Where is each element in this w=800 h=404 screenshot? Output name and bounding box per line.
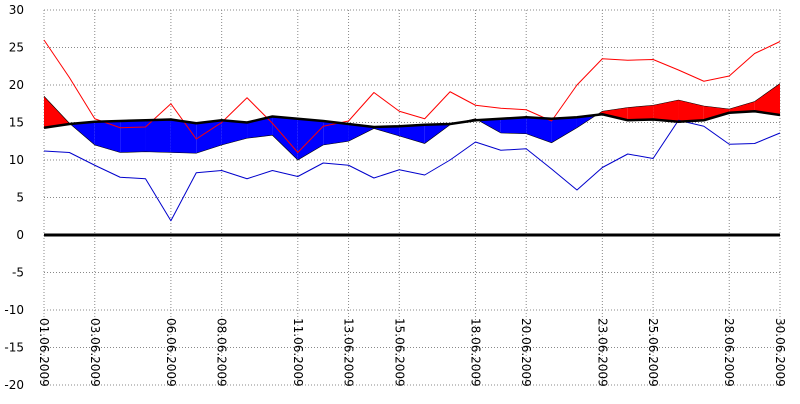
- y-tick-label: 30: [9, 3, 24, 17]
- area-below-normal: [145, 119, 171, 153]
- y-tick-label: 25: [9, 41, 24, 55]
- x-tick-label: 01.06.2009: [37, 318, 51, 387]
- area-below-normal: [526, 117, 552, 143]
- y-tick-label: 0: [16, 228, 24, 242]
- area-above-normal: [729, 101, 755, 113]
- deviation-areas: [43, 83, 781, 161]
- area-below-normal: [94, 121, 121, 153]
- area-below-normal: [348, 124, 374, 142]
- area-above-normal: [703, 106, 730, 121]
- area-above-normal: [44, 96, 70, 128]
- x-tick-label: 11.06.2009: [291, 318, 305, 387]
- mean-outline: [43, 83, 781, 161]
- area-above-normal: [627, 105, 654, 121]
- x-tick-label: 08.06.2009: [215, 318, 229, 387]
- x-tick-label: 23.06.2009: [595, 318, 609, 387]
- y-tick-label: -10: [4, 303, 24, 317]
- area-below-normal: [551, 117, 577, 143]
- x-tick-label: 15.06.2009: [392, 318, 406, 387]
- area-below-normal: [373, 126, 400, 136]
- grid: [43, 9, 781, 386]
- area-below-normal: [399, 124, 425, 144]
- y-tick-label: 15: [9, 116, 24, 130]
- x-tick-label: 03.06.2009: [88, 318, 102, 387]
- x-tick-label: 25.06.2009: [646, 318, 660, 387]
- x-tick-label: 30.06.2009: [773, 318, 787, 387]
- area-below-normal: [170, 119, 197, 154]
- area-above-normal: [754, 83, 780, 115]
- area-above-normal: [602, 107, 628, 121]
- max-temperature-line: [43, 39, 781, 153]
- x-tick-labels: 01.06.2009 03.06.2009 06.06.2009 08.06.2009…: [37, 318, 787, 387]
- area-below-normal: [500, 117, 527, 134]
- y-tick-label: -15: [4, 341, 24, 355]
- series-lines: [43, 39, 781, 237]
- x-tick-label: 20.06.2009: [519, 318, 533, 387]
- area-below-normal: [221, 120, 248, 145]
- x-tick-label: 18.06.2009: [468, 318, 482, 387]
- y-tick-label: -5: [12, 266, 24, 280]
- reference-line: [43, 110, 781, 129]
- min-temperature-line: [43, 119, 781, 222]
- y-tick-label: -20: [4, 378, 24, 392]
- x-tick-label: 28.06.2009: [722, 318, 736, 387]
- y-tick-label: 10: [9, 153, 24, 167]
- area-above-normal: [678, 100, 704, 122]
- x-tick-label: 13.06.2009: [342, 318, 356, 387]
- area-below-normal: [120, 120, 146, 153]
- area-above-normal: [653, 100, 679, 122]
- y-tick-label: 5: [16, 191, 24, 205]
- area-below-normal: [323, 121, 349, 145]
- x-tick-label: 06.06.2009: [164, 318, 178, 387]
- y-tick-label: 20: [9, 78, 24, 92]
- area-below-normal: [70, 121, 95, 145]
- area-below-normal: [196, 120, 222, 154]
- y-tick-labels: 30 25 20 15 10 5 0 -5 -10 -15 -20: [4, 3, 24, 392]
